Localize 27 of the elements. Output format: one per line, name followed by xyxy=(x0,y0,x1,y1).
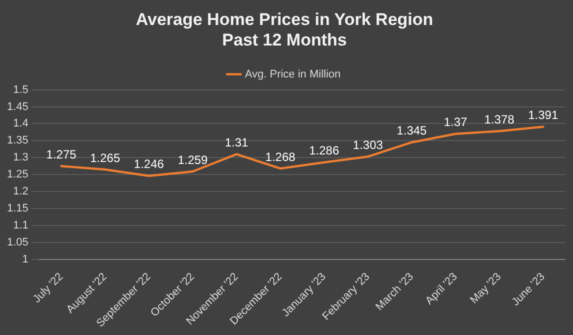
y-tick-label: 1.45 xyxy=(6,100,28,113)
data-label: 1.286 xyxy=(309,144,340,158)
data-label: 1.275 xyxy=(46,147,77,162)
data-label: 1.378 xyxy=(484,112,515,126)
data-label: 1.31 xyxy=(224,136,249,150)
x-tick-label: May '23 xyxy=(468,270,504,306)
data-label: 1.259 xyxy=(178,152,208,167)
data-label: 1.268 xyxy=(265,150,296,164)
y-tick-label: 1.4 xyxy=(13,118,28,130)
data-label: 1.345 xyxy=(396,124,428,138)
y-tick-label: 1.25 xyxy=(6,168,28,181)
x-tick-label: July '22 xyxy=(30,270,66,306)
y-tick-label: 1.3 xyxy=(13,152,28,164)
legend-label: Avg. Price in Million xyxy=(244,68,341,80)
y-tick-label: 1.1 xyxy=(13,219,28,232)
data-label: 1.37 xyxy=(444,115,468,130)
data-label: 1.246 xyxy=(134,157,164,172)
y-tick-label: 1.05 xyxy=(6,236,28,248)
y-tick-label: 1 xyxy=(22,253,28,266)
data-label: 1.265 xyxy=(90,150,120,165)
chart-title: Average Home Prices in York Region Past 12 Months xyxy=(136,10,434,50)
y-tick-label: 1.2 xyxy=(13,186,28,198)
y-tick-label: 1.5 xyxy=(13,84,28,96)
data-label: 1.303 xyxy=(352,138,384,152)
y-tick-label: 1.35 xyxy=(6,134,28,147)
y-tick-label: 1.15 xyxy=(6,202,28,214)
data-label: 1.391 xyxy=(528,108,558,122)
